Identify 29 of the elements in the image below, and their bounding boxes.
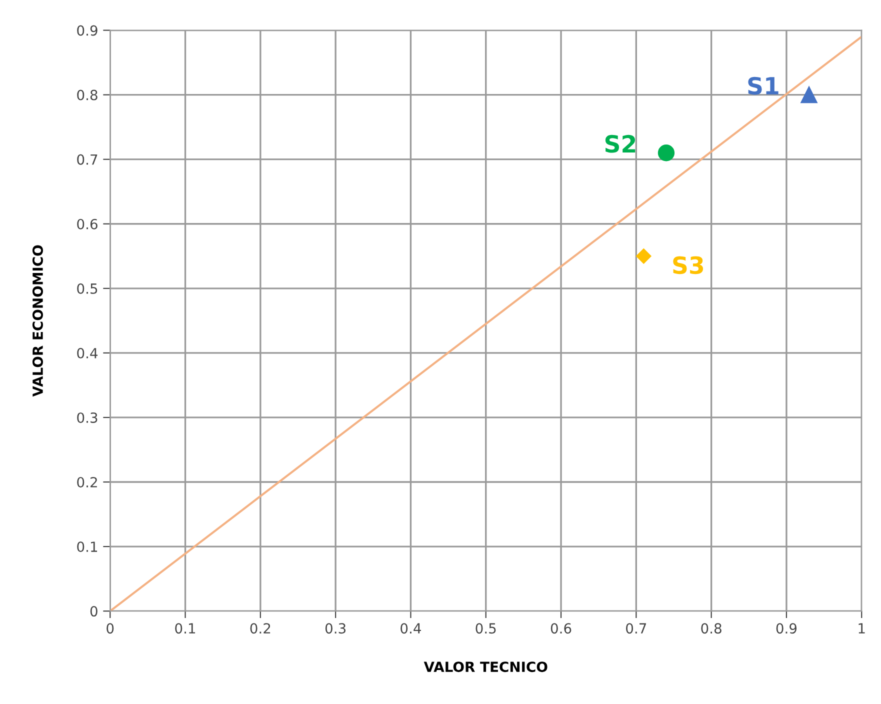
series-label: S1 [748,76,778,95]
y-tick-label: 0.4 [77,348,98,358]
y-tick-label: 0 [90,606,98,617]
x-tick-label: 0 [106,623,114,634]
x-axis-title: VALOR TECNICO [424,662,548,672]
y-tick-label: 0.6 [77,218,98,230]
y-tick-label: 0.1 [77,542,98,552]
y-axis-title: VALOR ECONOMICO [32,245,43,397]
y-tick-label: 0.8 [77,90,98,100]
x-tick-label: 0.2 [250,623,270,634]
x-tick-label: 0.3 [325,623,346,634]
point [658,144,675,162]
x-tick-label: 0.8 [701,623,722,634]
x-tick-label: 1 [858,623,865,634]
y-tick-label: 0.5 [77,283,98,294]
x-tick-label: 0.4 [400,623,421,634]
y-tick-label: 0.9 [77,25,98,36]
x-tick-label: 0.7 [626,623,646,634]
point [636,248,652,264]
y-tick-label: 0.7 [77,154,98,165]
y-tick-label: 0.3 [77,412,98,423]
series-label: S3 [673,256,704,274]
point [800,86,818,104]
y-tick-label: 0.2 [77,476,97,488]
x-tick-label: 0.6 [550,623,572,634]
x-tick-label: 0.1 [175,623,196,634]
x-tick-label: 0.5 [476,623,496,634]
series-label: S2 [605,134,636,153]
x-tick-label: 0.9 [776,623,797,634]
